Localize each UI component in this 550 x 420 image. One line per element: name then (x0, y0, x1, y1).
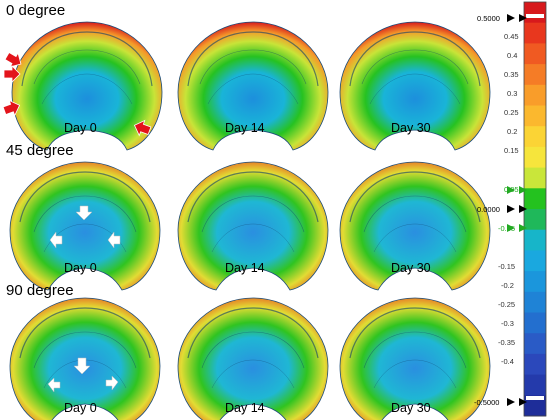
row-title-90-degree: 90 degree (6, 282, 74, 299)
colorbar-segment (524, 167, 546, 189)
colorbar-segment (524, 374, 546, 396)
white-arrow-icon (49, 205, 121, 249)
panel-label: Day 30 (391, 401, 431, 415)
panel-label: Day 14 (225, 261, 265, 275)
panel-label: Day 14 (225, 401, 265, 415)
panel-label: Day 30 (391, 121, 431, 135)
colorbar-segment (524, 250, 546, 272)
colorbar-top-label: 0.5000 (477, 14, 500, 23)
colorbar-limit-marker (526, 396, 544, 400)
colorbar-segment (524, 64, 546, 86)
row-title-45-degree: 45 degree (6, 142, 74, 159)
colorbar-limit-marker (526, 14, 544, 18)
colorbar-segment (524, 43, 546, 65)
panel-label: Day 0 (64, 121, 97, 135)
colorbar (524, 2, 546, 417)
panel-label: Day 0 (64, 261, 97, 275)
colorbar-segment (524, 188, 546, 210)
panel-label: Day 14 (225, 121, 265, 135)
tick-label: 0.3 (507, 89, 517, 98)
tick-label: 0.25 (504, 108, 519, 117)
colorbar-segment (524, 22, 546, 44)
colorbar-segment (524, 333, 546, 355)
white-arrow-icon (47, 357, 119, 393)
panel-label: Day 30 (391, 261, 431, 275)
red-arrow-icon (2, 51, 152, 137)
colorbar-segment (524, 353, 546, 376)
tick-label: -0.2 (501, 281, 514, 290)
tick-label: 0.35 (504, 70, 519, 79)
tick-label: 0.45 (504, 32, 519, 41)
tick-label: -0.35 (498, 338, 515, 347)
colorbar-segment (524, 395, 546, 417)
colorbar-bottom-label: -0.5000 (474, 398, 499, 407)
tick-label: -0.05 (498, 224, 515, 233)
tick-label: -0.25 (498, 300, 515, 309)
tick-label: -0.3 (501, 319, 514, 328)
colorbar-segment (524, 271, 546, 293)
colorbar-segment (524, 105, 546, 127)
tick-label: 0.4 (507, 51, 517, 60)
panel-label: Day 0 (64, 401, 97, 415)
colorbar-segment (524, 2, 546, 24)
tick-label: 0.2 (507, 127, 517, 136)
colorbar-segment (524, 84, 546, 106)
colorbar-segment (524, 146, 546, 169)
tick-label: 0.05 (504, 185, 519, 194)
tick-label: -0.4 (501, 357, 514, 366)
colorbar-segment (524, 126, 546, 148)
colorbar-markers (507, 14, 527, 406)
colorbar-segment (524, 291, 546, 313)
colorbar-zero-label: 0.0000 (477, 205, 500, 214)
tick-label: -0.15 (498, 262, 515, 271)
row-title-0-degree: 0 degree (6, 2, 66, 19)
tick-label: 0.15 (504, 146, 519, 155)
colorbar-segment (524, 312, 546, 334)
colorbar-segment (524, 209, 546, 231)
colorbar-segment (524, 229, 546, 251)
